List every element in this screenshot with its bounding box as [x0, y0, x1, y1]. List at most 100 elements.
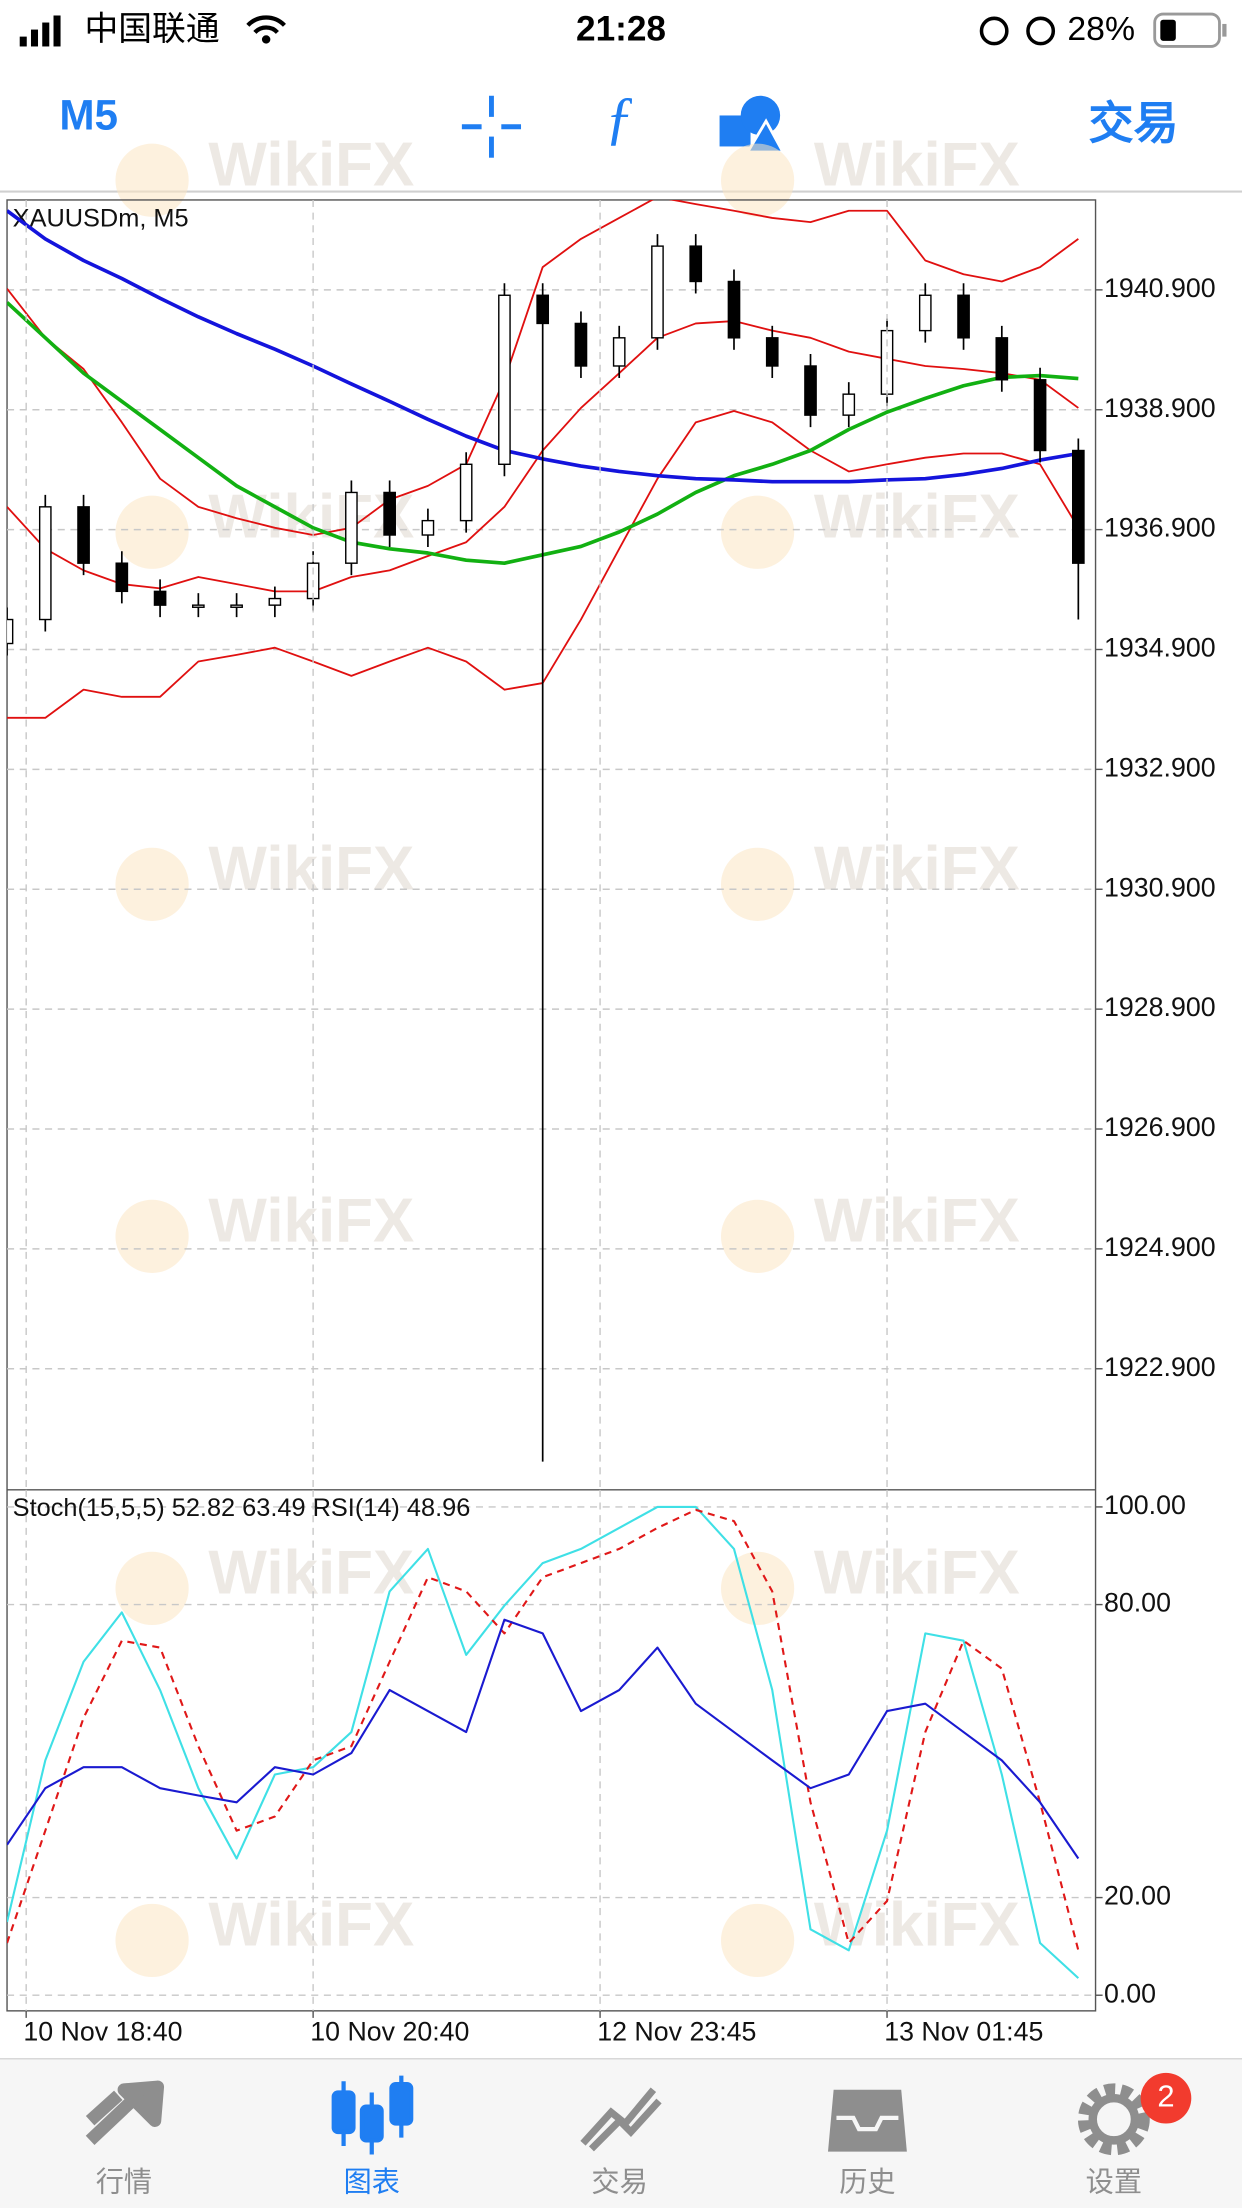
y-tick-label: 100.00	[1104, 1490, 1186, 1520]
toolbar: M5 ƒ 交易	[0, 84, 1242, 193]
candle-body	[268, 597, 282, 606]
candle-body	[230, 604, 243, 608]
tab-trade[interactable]: 交易	[580, 2087, 662, 2198]
y-tick-label: 1932.900	[1104, 752, 1216, 782]
chart-title: XAUUSDm, M5	[13, 204, 189, 232]
x-tick-label: 10 Nov 18:40	[23, 2016, 182, 2046]
watermark: WikiFX	[814, 482, 1020, 551]
y-tick-label: 1926.900	[1104, 1112, 1216, 1142]
candle-body	[842, 393, 856, 416]
tab-label: 交易	[591, 2166, 647, 2197]
watermark: WikiFX	[208, 482, 414, 551]
y-tick-label: 20.00	[1104, 1881, 1171, 1911]
y-tick-label: 1924.900	[1104, 1232, 1216, 1262]
candle-body	[727, 280, 741, 339]
candle-body	[345, 491, 358, 564]
y-tick-label: 1938.900	[1104, 393, 1216, 423]
candle-body	[651, 245, 664, 339]
candle-body	[1071, 449, 1085, 564]
watermark-logo	[720, 143, 795, 217]
x-tick-label: 13 Nov 01:45	[884, 2016, 1043, 2046]
candle-body	[153, 590, 167, 606]
tab-label: 行情	[96, 2166, 152, 2197]
x-tick-label: 12 Nov 23:45	[597, 2016, 756, 2046]
tab-label: 图表	[344, 2166, 400, 2197]
watermark: WikiFX	[208, 1186, 414, 1255]
candle-body	[995, 337, 1009, 381]
crosshair-button[interactable]	[461, 95, 522, 158]
candle-body	[7, 618, 14, 645]
candle-body	[421, 519, 435, 536]
y-tick-label: 1940.900	[1104, 273, 1216, 303]
plot	[7, 1505, 1080, 1979]
watermark: WikiFX	[208, 1891, 414, 1960]
watermark-logo	[115, 847, 189, 921]
watermark-logo	[115, 495, 189, 569]
watermark: WikiFX	[814, 1891, 1020, 1960]
candle-body	[1033, 379, 1047, 452]
chart-area: 1940.900 1938.900 1936.900 1934.900 1932.900…	[6, 199, 1216, 2046]
watermark-logo	[115, 143, 189, 217]
candle-body	[689, 245, 703, 283]
badge-count: 2	[1157, 2078, 1174, 2113]
watermark: WikiFX	[208, 834, 414, 903]
watermark: WikiFX	[814, 1186, 1020, 1255]
y-tick-label: 1928.900	[1104, 992, 1216, 1022]
tab-history[interactable]: 历史	[828, 2089, 907, 2198]
candle-body	[536, 294, 550, 325]
candle-body	[383, 491, 396, 536]
chart-title: Stoch(15,5,5) 52.82 63.49 RSI(14) 48.96	[13, 1494, 471, 1522]
y-tick-label: 80.00	[1104, 1588, 1171, 1618]
series-line	[7, 1505, 1080, 1979]
watermark-logo	[720, 1199, 795, 1273]
y-tick-label: 1922.900	[1104, 1352, 1216, 1382]
watermark: WikiFX	[814, 130, 1020, 199]
candle-body	[918, 294, 932, 332]
x-tick-label: 10 Nov 20:40	[310, 2016, 469, 2046]
tab-label: 历史	[839, 2166, 895, 2197]
badge	[1140, 2072, 1192, 2124]
watermark: WikiFX	[814, 1539, 1020, 1608]
candle-body	[957, 294, 970, 339]
carrier: 中国联通	[84, 10, 219, 48]
status-bar: 中国联通 21:28 28%	[19, 9, 1227, 48]
candle-body	[459, 463, 473, 522]
tab-quotes[interactable]: 行情	[85, 2080, 165, 2198]
y-tick-label: 0.00	[1104, 1978, 1156, 2008]
candle-body	[804, 365, 817, 416]
indicators-button[interactable]: ƒ	[605, 84, 635, 150]
candle-body	[115, 562, 129, 593]
series-line	[7, 199, 1079, 536]
candle-body	[498, 294, 511, 465]
candle-body	[574, 322, 588, 367]
trade-button[interactable]: 交易	[1089, 98, 1179, 149]
tab-bar: 行情 图表 交易 历史 设置 2	[0, 2058, 1242, 2208]
clock: 21:28	[576, 9, 666, 48]
watermark: WikiFX	[814, 834, 1020, 903]
candle-body	[77, 506, 90, 564]
watermark: WikiFX	[208, 130, 414, 199]
watermark-logo	[115, 1903, 189, 1978]
candle-body	[612, 337, 626, 367]
candle-body	[765, 337, 779, 367]
watermark-logo	[115, 1551, 189, 1626]
y-tick-label: 1936.900	[1104, 513, 1216, 543]
y-tick-label: 1934.900	[1104, 633, 1216, 663]
watermark-logo	[115, 1199, 189, 1273]
battery-percent: 28%	[1067, 10, 1135, 48]
series-line	[7, 1618, 1080, 1860]
watermarks: WikiFX WikiFX WikiFX WikiFX WikiFX WikiFX Wiki…	[115, 130, 1020, 1978]
watermark-logo	[720, 495, 795, 569]
candle-body	[38, 506, 52, 621]
timeframe-button[interactable]: M5	[59, 91, 118, 138]
watermark-logo	[720, 847, 795, 921]
tab-chart[interactable]: 图表	[331, 2075, 414, 2198]
watermark-logo	[720, 1903, 795, 1978]
y-tick-label: 1930.900	[1104, 872, 1216, 902]
tab-settings[interactable]: 设置 2	[1077, 2072, 1192, 2198]
series-line	[7, 1508, 1080, 1951]
watermark: WikiFX	[208, 1539, 414, 1608]
tab-label: 设置	[1086, 2166, 1142, 2197]
